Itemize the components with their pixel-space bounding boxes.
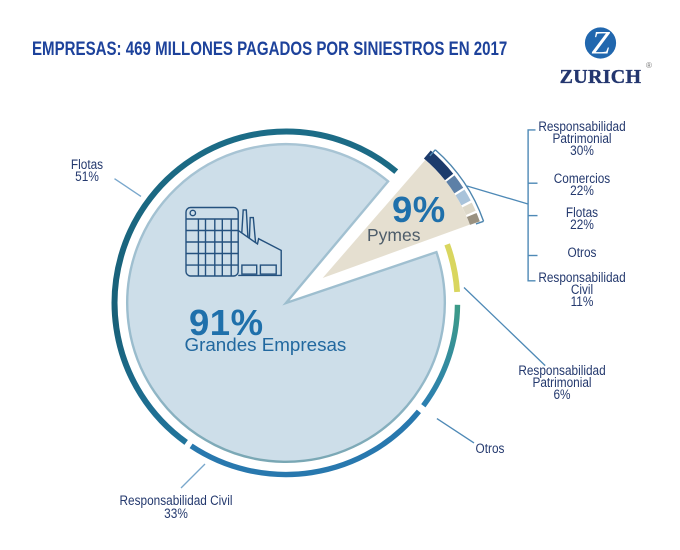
svg-text:Z: Z (591, 26, 610, 62)
svg-text:®: ® (646, 61, 652, 70)
svg-text:ZURICH: ZURICH (560, 66, 642, 87)
